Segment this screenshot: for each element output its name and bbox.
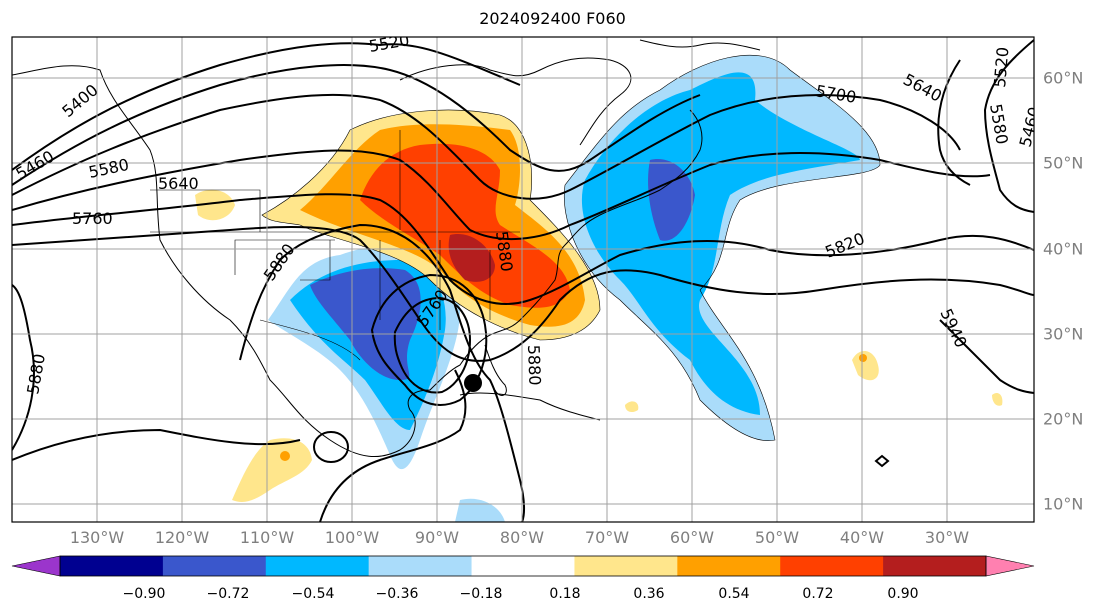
lat-lon-grid xyxy=(12,37,1034,522)
lon-label: 110°W xyxy=(239,528,295,547)
colorbar-segment xyxy=(368,556,473,576)
lat-label: 10°N xyxy=(1043,494,1084,514)
contour-label: 5640 xyxy=(900,70,945,106)
lon-label: 40°W xyxy=(839,528,885,547)
lon-label: 100°W xyxy=(324,528,380,547)
map-frame xyxy=(11,36,1035,523)
contour-label: 5520 xyxy=(367,30,410,56)
contour-label: 5820 xyxy=(822,229,867,262)
contour-label: 5880 xyxy=(524,344,544,385)
political-borders xyxy=(150,130,520,361)
colorbar-segment xyxy=(677,556,781,576)
colorbar-segment xyxy=(162,556,267,576)
colorbar-tick-label: 0.54 xyxy=(718,586,750,602)
colorbar-segment xyxy=(883,556,987,576)
coastlines xyxy=(12,39,761,458)
lon-label: 30°W xyxy=(924,528,970,547)
colorbar-tick-label: −0.72 xyxy=(206,586,250,602)
contour-label: 5880 xyxy=(260,240,299,284)
contour-label: 5940 xyxy=(936,306,970,351)
lon-label: 130°W xyxy=(69,528,125,547)
lat-label: 20°N xyxy=(1043,409,1084,429)
colorbar-tick-label: 0.36 xyxy=(633,586,665,602)
contour-label: 5640 xyxy=(158,174,199,193)
colorbar-outline xyxy=(59,555,987,577)
contour-label: 5460 xyxy=(13,147,58,184)
colorbar-segment xyxy=(60,556,164,576)
lat-label: 60°N xyxy=(1043,68,1084,88)
storm-center-marker xyxy=(464,374,482,392)
lat-label: 30°N xyxy=(1043,324,1084,344)
colorbar-extend-left xyxy=(11,555,61,577)
lon-label: 90°W xyxy=(414,528,460,547)
lat-label: 50°N xyxy=(1043,153,1084,173)
lon-label: 120°W xyxy=(154,528,210,547)
colorbar-tick-label: 0.90 xyxy=(887,586,919,602)
colorbar-segment xyxy=(471,556,575,576)
map-panel: 5520 5400 5460 5580 5640 5760 5700 5640 … xyxy=(12,30,1045,522)
contour-label: 5760 xyxy=(72,209,113,228)
contour-label: 5580 xyxy=(87,155,131,182)
colorbar-segment xyxy=(574,556,678,576)
contour-label: 5460 xyxy=(1016,105,1045,149)
colorbar-tick-label: −0.90 xyxy=(122,586,166,602)
contour-label: 5520 xyxy=(990,46,1012,88)
lon-label: 70°W xyxy=(584,528,630,547)
lon-label: 50°W xyxy=(754,528,800,547)
colorbar-tick-label: 0.72 xyxy=(802,586,834,602)
colorbar-tick-label: −0.54 xyxy=(291,586,335,602)
contour-label: 5580 xyxy=(986,102,1012,145)
colorbar-segment xyxy=(265,556,370,576)
colorbar xyxy=(11,555,1035,577)
lon-label: 80°W xyxy=(499,528,545,547)
colorbar-tick-label: 0.18 xyxy=(549,586,581,602)
colorbar-tick-label: −0.36 xyxy=(375,586,419,602)
contour-label: 5400 xyxy=(58,80,101,121)
lon-label: 60°W xyxy=(669,528,715,547)
small-contour-feature xyxy=(874,454,890,468)
map-title: 2024092400 F060 xyxy=(479,9,626,28)
lat-label: 40°N xyxy=(1043,239,1084,259)
colorbar-segment xyxy=(780,556,884,576)
colorbar-tick-label: −0.18 xyxy=(459,586,503,602)
colorbar-extend-right xyxy=(985,555,1035,577)
contour-label: 5880 xyxy=(23,352,49,395)
